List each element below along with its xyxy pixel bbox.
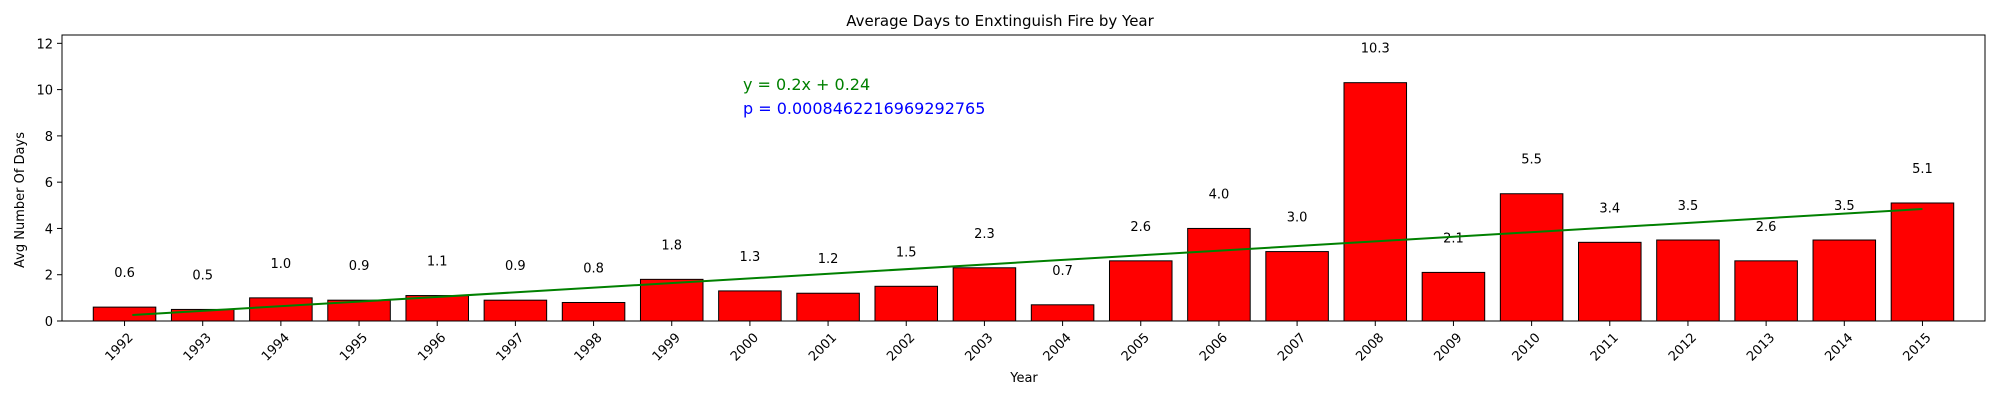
value-label-2003: 2.3 <box>974 227 995 242</box>
regression-equation: y = 0.2x + 0.24 <box>743 75 870 94</box>
value-label-2006: 4.0 <box>1209 187 1230 202</box>
p-value-annotation: p = 0.0008462216969292765 <box>743 99 985 118</box>
x-tick-label-2015: 2015 <box>1901 330 1935 364</box>
bar-1999 <box>639 278 704 322</box>
bar-2012 <box>1656 239 1720 322</box>
x-tick-label-2000: 2000 <box>728 330 762 364</box>
value-label-2013: 2.6 <box>1756 220 1777 235</box>
y-tick-label-4: 4 <box>45 222 53 237</box>
value-label-2002: 1.5 <box>896 245 917 260</box>
bar-2008 <box>1343 82 1408 322</box>
x-tick-label-2011: 2011 <box>1588 330 1622 364</box>
x-tick-label-2008: 2008 <box>1353 330 1387 364</box>
x-tick-label-2010: 2010 <box>1510 330 1544 364</box>
value-label-2010: 5.5 <box>1521 153 1542 168</box>
x-tick-label-1999: 1999 <box>650 330 684 364</box>
x-tick-label-1996: 1996 <box>415 330 449 364</box>
x-tick-label-2005: 2005 <box>1119 330 1153 364</box>
value-label-2005: 2.6 <box>1130 220 1151 235</box>
value-label-2009: 2.1 <box>1443 231 1464 246</box>
value-label-2011: 3.4 <box>1599 201 1620 216</box>
x-tick-label-2006: 2006 <box>1197 330 1231 364</box>
plot-frame <box>61 34 1986 322</box>
value-label-2004: 0.7 <box>1052 264 1073 279</box>
trendline-layer <box>132 208 1923 316</box>
value-label-2014: 3.5 <box>1834 199 1855 214</box>
value-label-1998: 0.8 <box>583 261 604 276</box>
bar-2003 <box>952 267 1017 322</box>
y-axis-label: Avg Number Of Days <box>13 132 28 268</box>
bar-2002 <box>874 285 939 322</box>
x-tick-label-2009: 2009 <box>1431 330 1465 364</box>
bar-1997 <box>483 299 548 322</box>
bar-2011 <box>1578 241 1642 322</box>
x-tick-label-2012: 2012 <box>1666 330 1700 364</box>
value-label-2008: 10.3 <box>1361 42 1390 57</box>
x-tick-label-1993: 1993 <box>181 330 215 364</box>
y-tick-label-0: 0 <box>45 315 53 330</box>
bar-2009 <box>1421 271 1486 322</box>
x-tick-label-1998: 1998 <box>572 330 606 364</box>
value-label-1993: 0.5 <box>192 268 213 283</box>
y-tick-label-2: 2 <box>45 269 53 284</box>
x-tick-label-1995: 1995 <box>337 330 371 364</box>
bar-2010 <box>1499 193 1564 322</box>
value-label-1999: 1.8 <box>661 238 682 253</box>
bars-layer <box>92 82 1955 322</box>
x-tick-label-1992: 1992 <box>103 330 137 364</box>
y-tick-label-8: 8 <box>45 130 53 145</box>
value-label-2007: 3.0 <box>1287 211 1308 226</box>
bar-2000 <box>718 290 782 322</box>
value-label-1992: 0.6 <box>114 266 135 281</box>
value-label-2000: 1.3 <box>740 250 761 265</box>
value-label-2001: 1.2 <box>818 252 839 267</box>
bar-1996 <box>405 295 469 322</box>
y-tick-label-12: 12 <box>36 37 53 52</box>
x-tick-label-1997: 1997 <box>493 330 527 364</box>
x-tick-label-2007: 2007 <box>1275 330 1309 364</box>
value-label-2015: 5.1 <box>1912 162 1933 177</box>
x-tick-label-2013: 2013 <box>1744 330 1778 364</box>
bar-2013 <box>1734 260 1798 322</box>
value-label-1995: 0.9 <box>349 259 370 274</box>
bar-2015 <box>1890 202 1955 322</box>
bar-2006 <box>1187 227 1251 322</box>
x-axis-label: Year <box>1009 371 1038 386</box>
value-label-1994: 1.0 <box>271 257 292 272</box>
value-label-2012: 3.5 <box>1678 199 1699 214</box>
y-tick-label-6: 6 <box>45 176 53 191</box>
bar-2014 <box>1812 239 1877 322</box>
bar-1994 <box>249 297 313 322</box>
y-tick-label-10: 10 <box>36 84 53 99</box>
bar-2007 <box>1265 251 1329 322</box>
x-tick-label-2001: 2001 <box>806 330 840 364</box>
bar-2005 <box>1108 260 1173 322</box>
chart-title: Average Days to Enxtinguish Fire by Year <box>846 12 1154 30</box>
value-label-1996: 1.1 <box>427 255 448 270</box>
x-tick-label-2003: 2003 <box>962 330 996 364</box>
value-label-1997: 0.9 <box>505 259 526 274</box>
bar-2004 <box>1030 304 1095 322</box>
x-tick-label-1994: 1994 <box>259 330 293 364</box>
trendline <box>132 208 1923 316</box>
x-tick-label-2004: 2004 <box>1041 330 1075 364</box>
bar-1998 <box>561 301 626 322</box>
bar-2001 <box>796 292 860 322</box>
x-tick-label-2002: 2002 <box>884 330 918 364</box>
x-tick-label-2014: 2014 <box>1822 330 1856 364</box>
value-labels-layer: 0.6 0.5 1.0 0.9 1.1 0.9 0.8 1.8 1.3 1.2 1.5 2.3 0.7 2… <box>114 42 1933 284</box>
